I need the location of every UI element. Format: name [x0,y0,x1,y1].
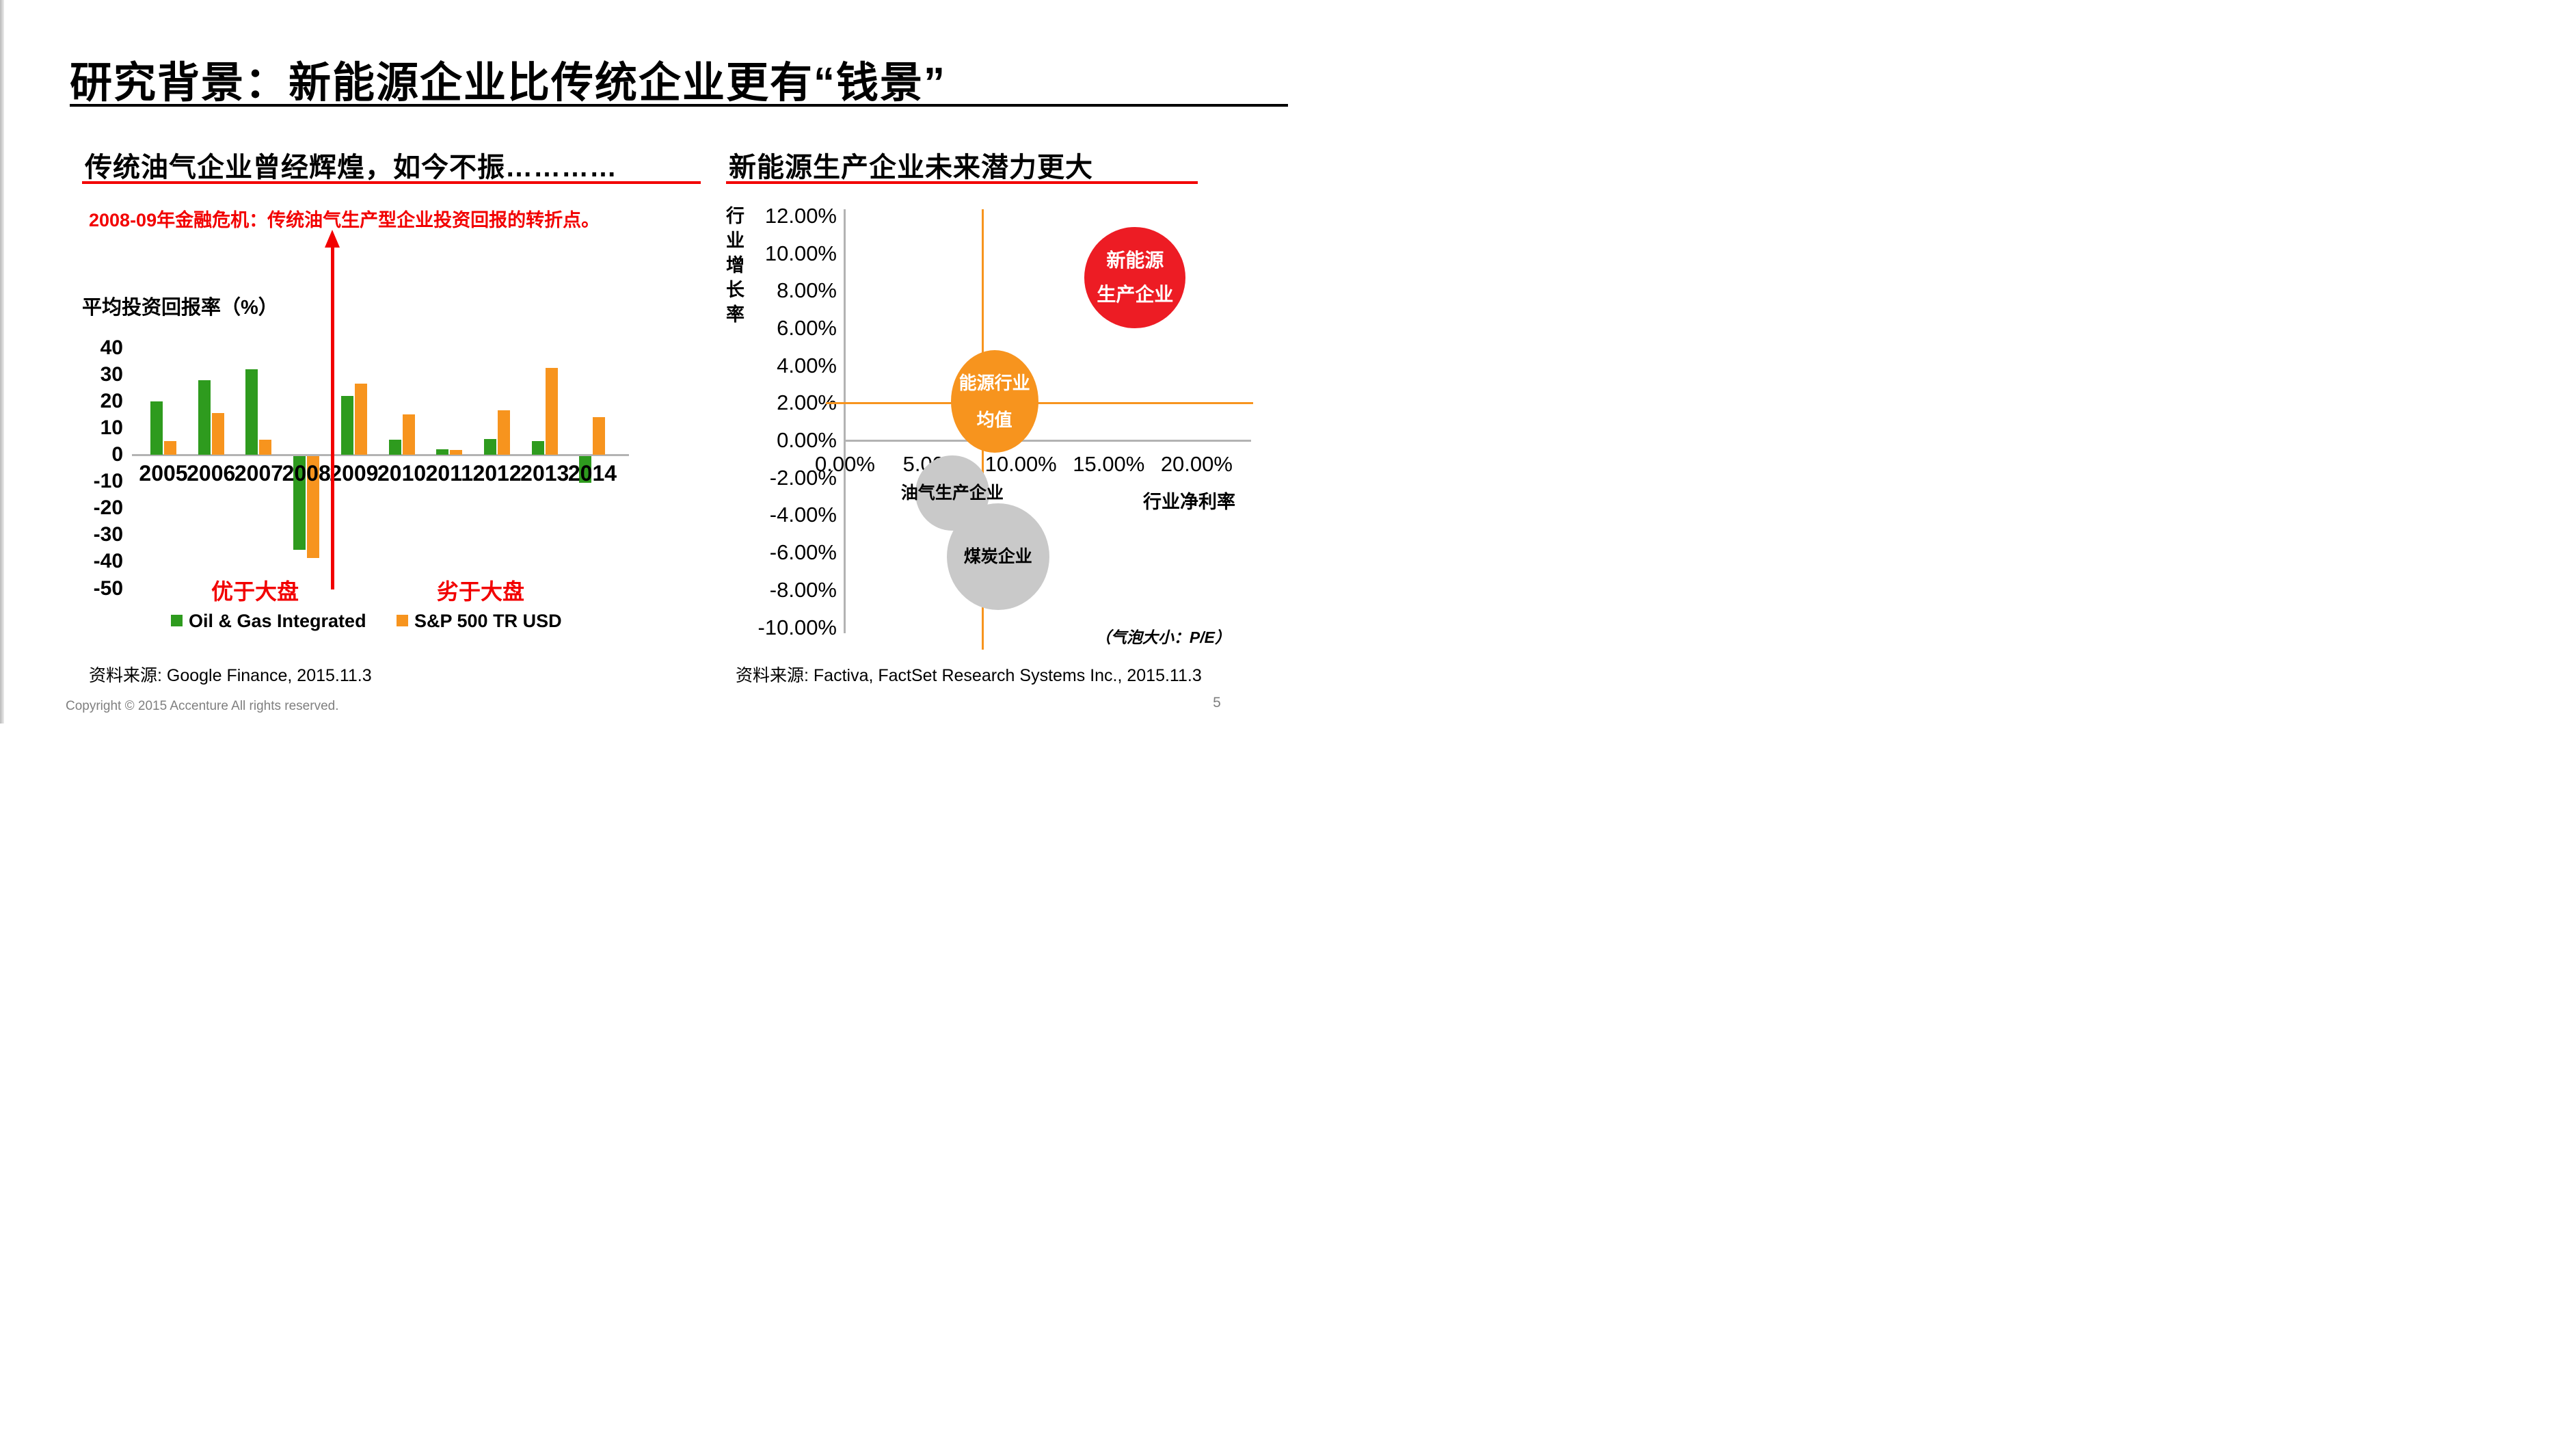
financial-crisis-annotation: 2008-09年金融危机：传统油气生产型企业投资回报的转折点。 [89,210,600,230]
bar-2007-series0 [245,369,258,455]
bar-2012-series0 [484,438,497,455]
bubble-chart-xlabel: 行业净利率 [1143,492,1235,512]
bubble-ytick--4: -4.00% [769,503,837,527]
bar-2010-series0 [388,440,401,455]
legend-label-sp500: S&P 500 TR USD [414,611,562,631]
bar-ytick--30: -30 [93,523,123,546]
right-subtitle-underline [726,181,1198,184]
right-subtitle: 新能源生产企业未来潜力更大 [729,152,1093,183]
bar-2008-series1 [307,456,320,558]
bubble-label-energy-industry-average: 能源行业 [958,372,1030,393]
bubble-ytick--10: -10.00% [757,615,837,639]
bar-2009-series1 [354,384,367,455]
bar-ytick-20: 20 [100,389,123,412]
bubble-ytick--2: -2.00% [769,465,837,490]
bubble-chart-ylabel: 行业增长率 [726,206,744,325]
bubble-xtick-10: 10.00% [984,452,1057,476]
bar-xtick-2014: 2014 [567,461,617,486]
legend-swatch-oil-gas [171,615,183,626]
page-title: 研究背景：新能源企业比传统企业更有“钱景” [70,59,947,107]
bar-2006-series0 [198,380,211,455]
bar-2011-series1 [450,449,463,455]
bar-ytick-10: 10 [100,416,123,439]
bubble-ytick--8: -8.00% [769,577,837,602]
bar-2005-series1 [164,441,176,455]
bar-2009-series0 [340,395,353,455]
bubble-new-energy-producers: 新能源 生产企业 [1084,227,1186,329]
zone-label-outperform: 优于大盘 [211,579,299,604]
bar-xtick-2013: 2013 [520,461,569,486]
title-rule [70,104,1288,107]
crisis-arrow-line [331,246,334,589]
bar-xtick-2007: 2007 [234,461,284,486]
left-source: 资料来源: Google Finance, 2015.11.3 [89,666,372,685]
bar-2014-series0 [579,456,592,483]
bubble-xtick-20: 20.00% [1160,452,1233,476]
bar-ytick-0: 0 [111,443,123,466]
bar-2013-series0 [531,441,544,455]
bar-2010-series1 [402,414,415,455]
reference-line-horizontal [826,402,1253,405]
bubble-ytick-6: 6.00% [777,315,837,340]
left-edge-strip [0,0,4,724]
left-subtitle-underline [82,181,701,184]
left-axis-unit-label: 平均投资回报率（%） [82,297,278,319]
bubble-ytick-12: 12.00% [764,203,837,228]
bar-chart: 40 30 20 10 0 -10 -20 -30 -40 -50 2005 2006 2007 2008… [0,0,1288,724]
bar-chart-baseline [132,454,629,456]
bar-xtick-2008: 2008 [282,461,331,486]
bubble-ytick-8: 8.00% [777,278,837,303]
bar-2014-series1 [593,417,606,455]
bar-2007-series1 [259,440,272,455]
bubble-ytick-2: 2.00% [777,390,837,415]
bubble-ytick-4: 4.00% [777,353,837,377]
bubble-ytick-10: 10.00% [764,241,837,265]
legend-swatch-sp500 [397,615,408,626]
left-subtitle: 传统油气企业曾经辉煌，如今不振………… [85,152,617,183]
right-source: 资料来源: Factiva, FactSet Research Systems … [736,666,1202,685]
bar-ytick--10: -10 [93,470,123,493]
slide: 研究背景：新能源企业比传统企业更有“钱景” 传统油气企业曾经辉煌，如今不振………… [0,0,1288,724]
bar-2006-series1 [211,413,224,455]
bubble-xtick-0: 0.00% [815,452,875,476]
bubble-label-coal-companies: 煤炭企业 [963,546,1032,566]
bar-xtick-2011: 2011 [425,461,474,486]
crisis-arrow-head-icon [325,230,340,248]
bubble-chart-yaxis [844,209,846,633]
copyright-text: Copyright © 2015 Accenture All rights re… [66,699,339,713]
bubble-chart: 12.00% 10.00% 8.00% 6.00% 4.00% 2.00% 0.00% -2.… [0,0,1288,724]
bubble-oil-gas-producers: 油气生产企业 [901,455,1004,531]
bubble-energy-industry-average: 能源行业 均值 [950,349,1038,453]
bar-2008-series0 [293,456,306,550]
bar-2013-series1 [545,367,558,455]
bar-ytick--40: -40 [93,550,123,573]
bar-xtick-2006: 2006 [187,461,236,486]
bar-xtick-2005: 2005 [139,461,188,486]
bubble-label-new-energy-producers: 生产企业 [1097,284,1174,306]
bubble-label-new-energy-producers: 新能源 [1106,250,1164,271]
bar-ytick--50: -50 [93,576,123,600]
bar-2005-series0 [150,401,163,455]
bubble-label-energy-industry-average: 均值 [976,409,1012,430]
bar-ytick-30: 30 [100,362,123,386]
bar-ytick-40: 40 [100,336,123,359]
bar-ytick--20: -20 [93,496,123,520]
zone-label-underperform: 劣于大盘 [436,579,524,604]
legend-label-oil-gas: Oil & Gas Integrated [189,611,366,631]
bar-2011-series0 [436,449,449,455]
bubble-chart-xaxis [844,440,1251,442]
bubble-ytick--6: -6.00% [769,540,837,565]
bar-2012-series1 [498,410,511,455]
bar-xtick-2012: 2012 [472,461,522,486]
bubble-xtick-15: 15.00% [1073,452,1145,476]
page-number: 5 [1213,695,1221,711]
bar-xtick-2009: 2009 [330,461,379,486]
bubble-label-oil-gas-producers: 油气生产企业 [900,483,1004,503]
bubble-size-note: （气泡大小：P/E） [1095,628,1231,646]
bubble-ytick-0: 0.00% [777,428,837,452]
bar-xtick-2010: 2010 [377,461,427,486]
